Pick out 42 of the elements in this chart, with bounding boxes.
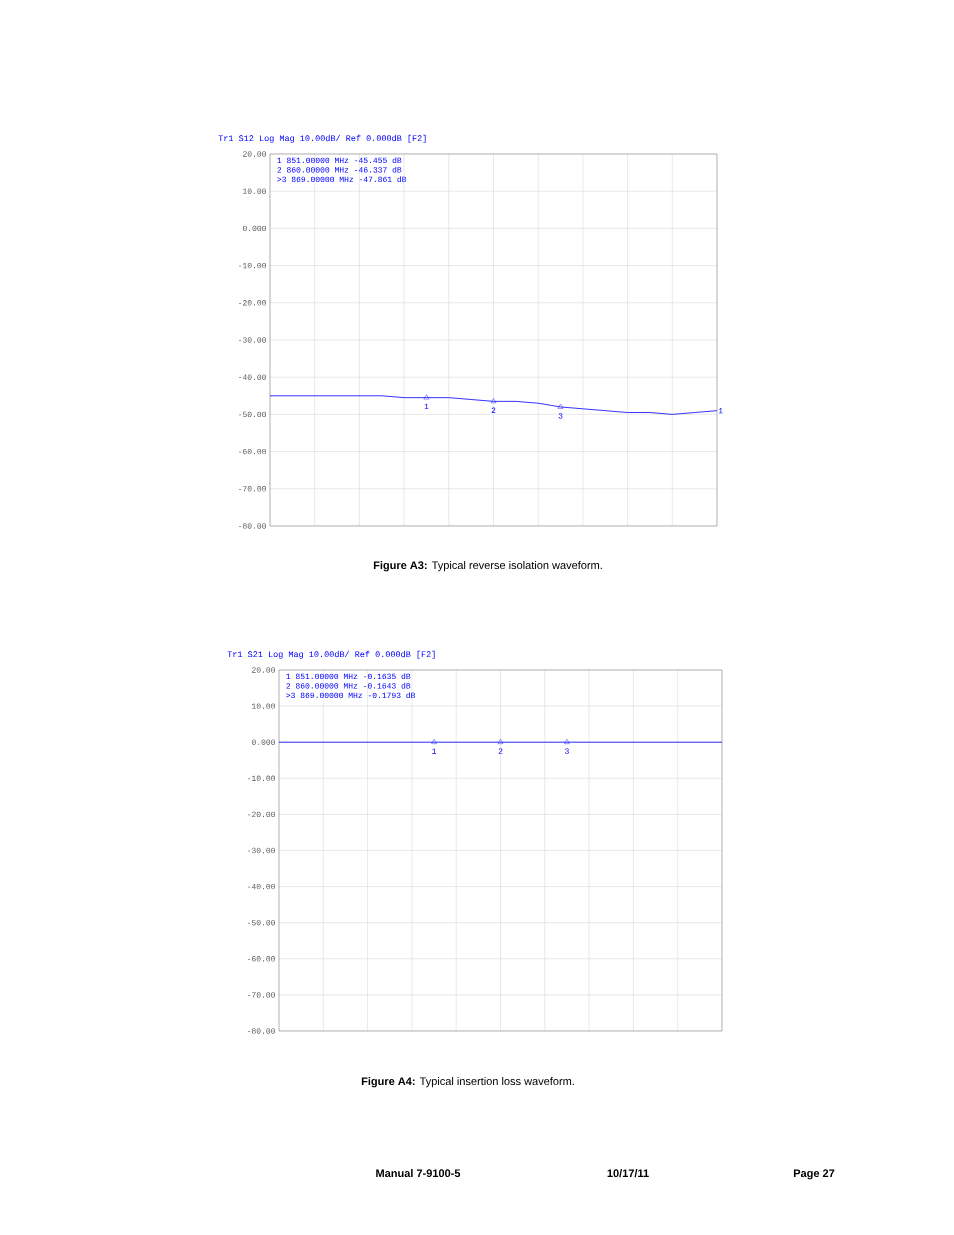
y-tick-label: -30.00 xyxy=(247,847,275,854)
text: 10/17/11 xyxy=(607,1169,649,1178)
series-label: 1 xyxy=(432,748,437,754)
y-tick-label: -50.00 xyxy=(238,411,266,418)
y-tick-label: -30.00 xyxy=(238,337,266,343)
annotation: 1 851.00000 MHz -0.1635 dB xyxy=(286,673,411,680)
y-tick-label: -70.00 xyxy=(247,992,275,998)
y-tick-label: -20.00 xyxy=(247,811,275,818)
y-tick-label: -60.00 xyxy=(247,956,275,962)
annotation: 2 860.00000 MHz -46.337 dB xyxy=(277,166,402,173)
annotation: >3 869.00000 MHz -47.861 dB xyxy=(277,176,407,183)
series-label: 1 xyxy=(424,403,429,410)
y-tick-label: -40.00 xyxy=(247,883,275,890)
y-tick-label: 0.000 xyxy=(251,739,275,745)
annotation: 1 851.00000 MHz -45.455 dB xyxy=(277,157,402,164)
y-tick-label: -10.00 xyxy=(238,262,266,269)
y-tick-label: 20.00 xyxy=(243,151,266,157)
text: Manual 7-9100-5 xyxy=(376,1169,461,1178)
annotation: >3 869.00000 MHz -0.1793 dB xyxy=(286,692,416,699)
y-tick-label: -10.00 xyxy=(247,775,275,782)
y-tick-label: -50.00 xyxy=(247,919,275,926)
annotation: 1 xyxy=(718,408,723,414)
y-tick-label: -20.00 xyxy=(238,300,266,306)
chart-title: Tr1 S12 Log Mag 10.00dB/ Ref 0.000dB [F2] xyxy=(218,134,426,143)
y-tick-label: 10.00 xyxy=(243,188,266,194)
series-label: 2 xyxy=(491,407,496,413)
chart-title: Tr1 S21 Log Mag 10.00dB/ Ref 0.000dB [F2] xyxy=(227,650,435,659)
y-tick-label: 10.00 xyxy=(252,703,275,709)
y-tick-label: 20.00 xyxy=(252,667,275,673)
y-tick-label: -60.00 xyxy=(238,448,266,455)
series-label: 3 xyxy=(558,413,563,419)
y-tick-label: 0.000 xyxy=(242,225,266,232)
text: Figure A4: Typical insertion loss waveform. xyxy=(361,1077,574,1088)
annotation: 2 860.00000 MHz -0.1643 dB xyxy=(286,682,411,689)
series-label: 3 xyxy=(565,748,569,754)
series-label: 2 xyxy=(498,748,503,754)
y-tick-label: -70.00 xyxy=(238,486,266,492)
text: Figure A3: Typical reverse isolation waveform. xyxy=(373,561,602,572)
y-tick-label: -80.00 xyxy=(247,1028,275,1034)
y-tick-label: -80.00 xyxy=(238,523,266,529)
y-tick-label: -40.00 xyxy=(238,374,266,380)
text: Page 27 xyxy=(793,1169,835,1180)
